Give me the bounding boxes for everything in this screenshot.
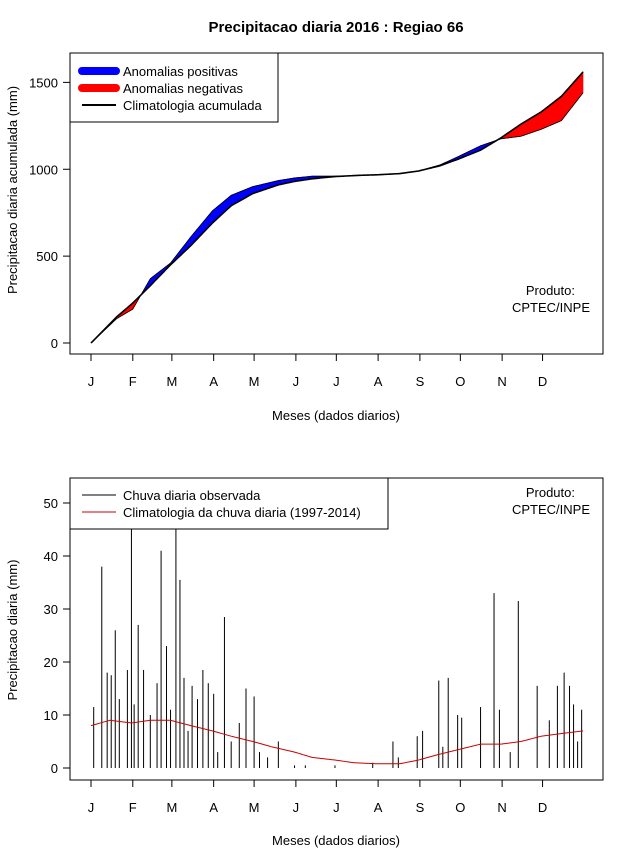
climatology-cumulative-line: [90, 71, 584, 344]
cumulative-y-tick-label-3: 1500: [29, 75, 58, 90]
cumulative-y-tick-label-0: 0: [51, 336, 58, 351]
cumulative-y-tick-label-1: 500: [36, 249, 58, 264]
daily-x-tick-label-5: J: [293, 800, 300, 815]
cumulative-x-tick-label-0: J: [88, 374, 95, 389]
cumulative-x-tick-label-11: D: [538, 374, 547, 389]
cumulative-x-tick-label-10: N: [497, 374, 506, 389]
daily-x-axis-label: Meses (dados diarios): [272, 833, 400, 848]
cumulative-x-tick-label-8: S: [416, 374, 425, 389]
daily-y-tick-label-2: 20: [44, 655, 58, 670]
observed-cumulative-line: [90, 92, 584, 344]
daily-x-tick-label-3: A: [209, 800, 218, 815]
daily-x-tick-label-10: N: [497, 800, 506, 815]
product-value: CPTEC/INPE: [512, 300, 590, 315]
daily-x-tick-label-8: S: [416, 800, 425, 815]
legend-label-observed: Chuva diaria observada: [123, 488, 261, 503]
daily-x-tick-label-9: O: [455, 800, 465, 815]
daily-y-tick-label-5: 50: [44, 496, 58, 511]
cumulative-x-tick-label-2: M: [166, 374, 177, 389]
cumulative-x-tick-label-9: O: [455, 374, 465, 389]
legend-label-negative: Anomalias negativas: [123, 81, 243, 96]
daily-x-tick-label-2: M: [166, 800, 177, 815]
daily-climatology-polyline: [90, 719, 584, 765]
daily-x-tick-label-1: F: [129, 800, 137, 815]
daily-y-axis-label: Precipitacao diaria (mm): [5, 560, 20, 701]
daily-y-tick-label-0: 0: [51, 761, 58, 776]
daily-legend: Chuva diaria observada Climatologia da c…: [69, 477, 389, 530]
cumulative-legend: Anomalias positivas Anomalias negativas …: [69, 52, 279, 123]
cumulative-x-tick-label-1: F: [129, 374, 137, 389]
daily-y-axis: 0 10 20 30 40 50: [44, 496, 71, 776]
cumulative-x-tick-label-7: A: [374, 374, 383, 389]
cumulative-x-axis-label: Meses (dados diarios): [272, 408, 400, 423]
cumulative-x-tick-label-6: J: [333, 374, 340, 389]
cumulative-x-tick-label-5: J: [293, 374, 300, 389]
cumulative-y-axis-label: Precipitacao diaria acumulada (mm): [5, 86, 20, 294]
cumulative-lines-group: [90, 71, 584, 344]
daily-x-tick-label-11: D: [538, 800, 547, 815]
daily-y-tick-label-4: 40: [44, 549, 58, 564]
daily-climatology-line: [90, 719, 584, 765]
legend-label-positive: Anomalias positivas: [123, 64, 238, 79]
daily-y-tick-label-1: 10: [44, 708, 58, 723]
cumulative-panel: 0 500 1000 1500 J F M A M J J A S O N D Meses (dados d…: [5, 52, 604, 423]
cumulative-y-axis: 0 500 1000 1500: [29, 75, 71, 351]
cumulative-x-tick-label-3: A: [209, 374, 218, 389]
anomaly-segment-364: [581, 71, 584, 96]
daily-x-tick-label-4: M: [249, 800, 260, 815]
daily-x-tick-label-6: J: [333, 800, 340, 815]
cumulative-x-tick-label-4: M: [249, 374, 260, 389]
daily-panel: 0 10 20 30 40 50 J F M A M J J A S O N D Meses (dados di…: [5, 477, 604, 848]
product-label: Produto:: [526, 283, 575, 298]
product-value-2: CPTEC/INPE: [512, 502, 590, 517]
legend-label-climatology: Climatologia acumulada: [123, 98, 263, 113]
daily-legend-box: [69, 477, 389, 530]
legend-label-daily-climatology: Climatologia da chuva diaria (1997-2014): [123, 505, 361, 520]
cumulative-y-tick-label-2: 1000: [29, 162, 58, 177]
daily-x-tick-label-7: A: [374, 800, 383, 815]
daily-observed-bars: [93, 529, 583, 768]
chart-title: Precipitacao diaria 2016 : Regiao 66: [208, 19, 463, 36]
product-label-2: Produto:: [526, 485, 575, 500]
daily-x-tick-label-0: J: [88, 800, 95, 815]
daily-y-tick-label-3: 30: [44, 602, 58, 617]
